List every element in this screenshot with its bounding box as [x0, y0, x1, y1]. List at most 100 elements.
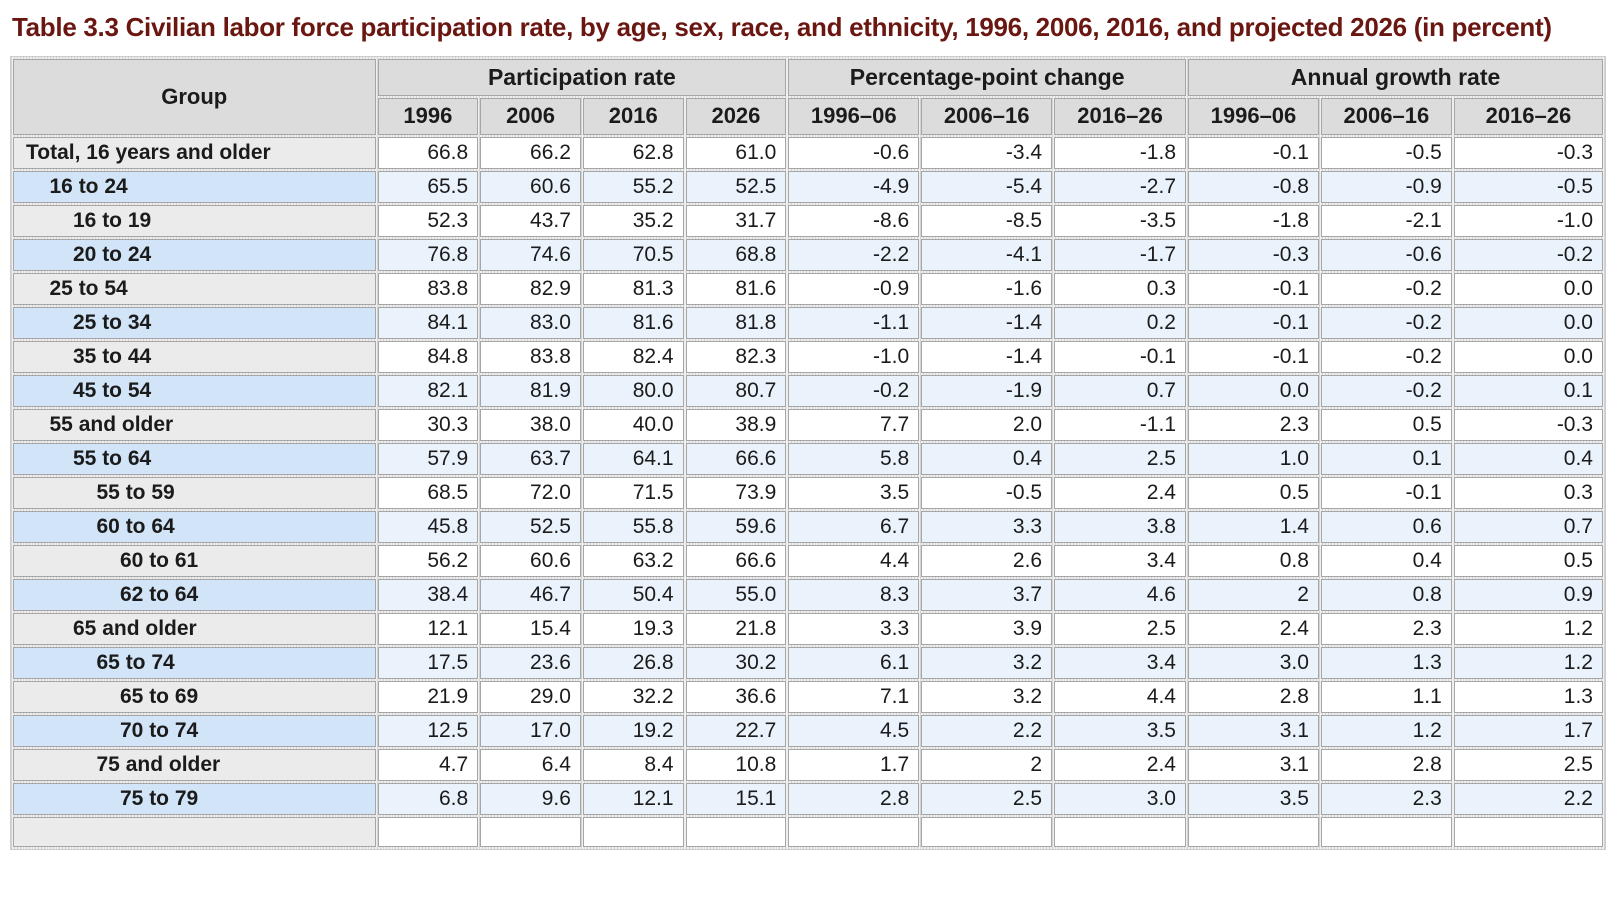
value-cell: -0.3: [1453, 136, 1603, 169]
column-group-header-0: Participation rate: [377, 58, 787, 96]
value-cell: 2.4: [1188, 612, 1319, 645]
group-cell: 20 to 24: [13, 238, 376, 271]
value-cell: 15.4: [480, 612, 581, 645]
value-cell: 3.8: [1054, 510, 1186, 543]
value-cell: 61.0: [685, 136, 787, 169]
value-cell: -1.8: [1054, 136, 1186, 169]
value-cell: 2.2: [1453, 782, 1603, 815]
table-row: Total, 16 years and older 66.8 66.2 62.8 61.…: [13, 136, 1603, 169]
value-cell: -0.3: [1188, 238, 1319, 271]
column-header-1-0: 1996–06: [788, 97, 920, 135]
value-cell: -1.1: [1054, 408, 1186, 441]
value-cell: 82.9: [480, 272, 581, 305]
value-cell: 2.5: [921, 782, 1053, 815]
value-cell: 3.4: [1054, 544, 1186, 577]
value-cell: 8.4: [582, 748, 684, 781]
value-cell: 2.5: [1453, 748, 1603, 781]
value-cell: 23.6: [480, 646, 581, 679]
value-cell: -0.1: [1320, 476, 1452, 509]
value-cell: -1.6: [921, 272, 1053, 305]
column-header-2-0: 1996–06: [1188, 97, 1319, 135]
value-cell: 2.6: [921, 544, 1053, 577]
value-cell: -8.5: [921, 204, 1053, 237]
value-cell: -0.1: [1188, 306, 1319, 339]
value-cell: 50.4: [582, 578, 684, 611]
value-cell: 65.5: [377, 170, 479, 203]
value-cell: 3.5: [1188, 782, 1319, 815]
value-cell: 3.3: [788, 612, 920, 645]
value-cell: -1.0: [788, 340, 920, 373]
value-cell: 4.6: [1054, 578, 1186, 611]
value-cell: 1.0: [1188, 442, 1319, 475]
table-row: 25 to 54 83.8 82.9 81.3 81.6 -0.9 -1.6 0.3 -0.1-…: [13, 272, 1603, 305]
value-cell: 4.4: [788, 544, 920, 577]
value-cell: 66.8: [377, 136, 479, 169]
value-cell: 0.8: [1188, 544, 1319, 577]
value-cell: 0.8: [1320, 578, 1452, 611]
value-cell: 4.5: [788, 714, 920, 747]
value-cell: [1320, 816, 1452, 847]
value-cell: -0.5: [1320, 136, 1452, 169]
group-cell: Total, 16 years and older: [13, 136, 376, 169]
value-cell: 0.4: [1453, 442, 1603, 475]
value-cell: 2.3: [1188, 408, 1319, 441]
page: Table 3.3 Civilian labor force participa…: [10, 12, 1606, 850]
value-cell: 0.7: [1054, 374, 1186, 407]
value-cell: [582, 816, 684, 847]
group-cell: 75 to 79: [13, 782, 376, 815]
group-cell: 25 to 54: [13, 272, 376, 305]
value-cell: 3.0: [1188, 646, 1319, 679]
column-header-1-2: 2016–26: [1054, 97, 1186, 135]
value-cell: -0.5: [921, 476, 1053, 509]
value-cell: 4.4: [1054, 680, 1186, 713]
value-cell: -1.8: [1188, 204, 1319, 237]
value-cell: 73.9: [685, 476, 787, 509]
value-cell: 80.0: [582, 374, 684, 407]
value-cell: 76.8: [377, 238, 479, 271]
value-cell: 66.6: [685, 442, 787, 475]
value-cell: 84.8: [377, 340, 479, 373]
column-header-2-2: 2016–26: [1453, 97, 1603, 135]
value-cell: 21.9: [377, 680, 479, 713]
value-cell: -2.1: [1320, 204, 1452, 237]
value-cell: [788, 816, 920, 847]
value-cell: -0.2: [1320, 272, 1452, 305]
group-cell: 55 to 64: [13, 442, 376, 475]
value-cell: 52.3: [377, 204, 479, 237]
labor-force-table: Group Participation rate Percentage-point…: [10, 55, 1606, 850]
value-cell: 0.0: [1453, 340, 1603, 373]
clipped-partial-row: [13, 816, 1603, 847]
value-cell: 55.0: [685, 578, 787, 611]
value-cell: 52.5: [480, 510, 581, 543]
value-cell: 21.8: [685, 612, 787, 645]
value-cell: 3.7: [921, 578, 1053, 611]
value-cell: 3.1: [1188, 748, 1319, 781]
value-cell: [1188, 816, 1319, 847]
value-cell: 6.4: [480, 748, 581, 781]
value-cell: 8.3: [788, 578, 920, 611]
value-cell: 3.9: [921, 612, 1053, 645]
value-cell: 68.5: [377, 476, 479, 509]
value-cell: 2.3: [1320, 612, 1452, 645]
column-group-header-1: Percentage-point change: [788, 58, 1186, 96]
value-cell: 55.2: [582, 170, 684, 203]
value-cell: -0.6: [1320, 238, 1452, 271]
value-cell: 57.9: [377, 442, 479, 475]
value-cell: 2.3: [1320, 782, 1452, 815]
value-cell: -1.1: [788, 306, 920, 339]
value-cell: 84.1: [377, 306, 479, 339]
value-cell: 63.7: [480, 442, 581, 475]
value-cell: 64.1: [582, 442, 684, 475]
table-row: 35 to 44 84.8 83.8 82.4 82.3 -1.0 -1.4 -0.1 -0.1…: [13, 340, 1603, 373]
value-cell: 0.0: [1188, 374, 1319, 407]
value-cell: 56.2: [377, 544, 479, 577]
value-cell: 31.7: [685, 204, 787, 237]
group-cell: 60 to 61: [13, 544, 376, 577]
value-cell: -3.4: [921, 136, 1053, 169]
value-cell: 36.6: [685, 680, 787, 713]
value-cell: 15.1: [685, 782, 787, 815]
value-cell: 17.0: [480, 714, 581, 747]
value-cell: 81.8: [685, 306, 787, 339]
value-cell: 1.2: [1320, 714, 1452, 747]
value-cell: -0.1: [1188, 272, 1319, 305]
